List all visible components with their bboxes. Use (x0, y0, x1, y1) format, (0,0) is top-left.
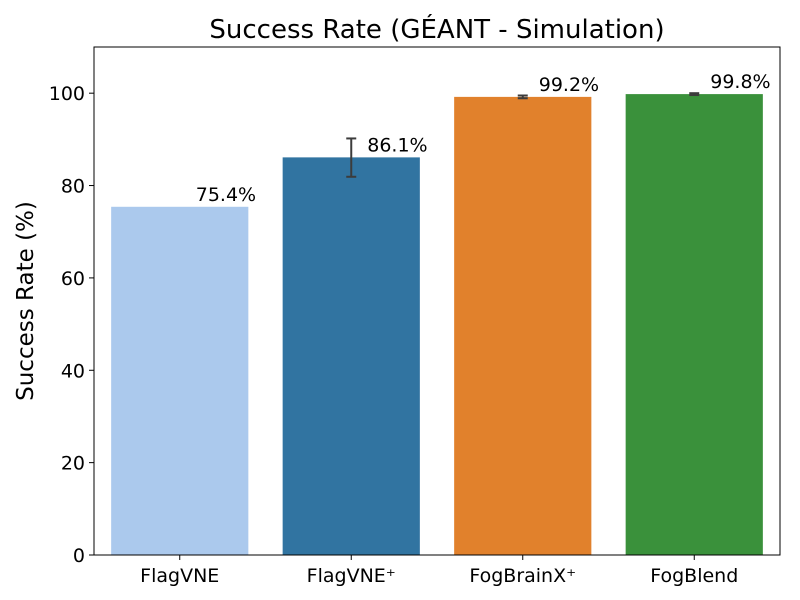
bar-0 (111, 206, 249, 555)
error-bar-1 (346, 137, 357, 178)
y-tick-label-3: 60 (61, 268, 85, 290)
y-tick-label-2: 40 (61, 360, 85, 382)
bar-1 (282, 157, 420, 555)
error-bars-layer (346, 92, 700, 178)
data-label-1: 86.1% (367, 134, 427, 156)
bars-layer (111, 94, 763, 555)
data-label-3: 99.8% (710, 71, 770, 93)
error-bar-2 (517, 94, 528, 100)
data-label-2: 99.2% (539, 74, 599, 96)
x-tick-label-2: FogBrainX⁺ (469, 565, 576, 587)
bar-3 (625, 94, 763, 555)
x-tick-label-1: FlagVNE⁺ (307, 565, 396, 587)
y-tick-label-0: 0 (73, 545, 85, 567)
data-label-0: 75.4% (196, 184, 256, 206)
data-labels-layer: 75.4% 86.1% 99.2% 99.8% (196, 71, 771, 206)
y-tick-label-4: 80 (61, 176, 85, 198)
bar-2 (454, 96, 592, 555)
error-bar-3 (689, 92, 700, 97)
y-tick-label-1: 20 (61, 453, 85, 475)
y-axis-label: Success Rate (%) (13, 201, 39, 401)
axes-layer: FlagVNE FlagVNE⁺ FogBrainX⁺ FogBlend 0 20 40 60… (49, 46, 781, 587)
x-tick-label-3: FogBlend (650, 565, 738, 587)
x-tick-label-0: FlagVNE (140, 565, 219, 587)
plot-frame (93, 46, 781, 556)
y-tick-label-5: 100 (49, 83, 85, 105)
chart-title: Success Rate (GÉANT - Simulation) (209, 13, 664, 45)
